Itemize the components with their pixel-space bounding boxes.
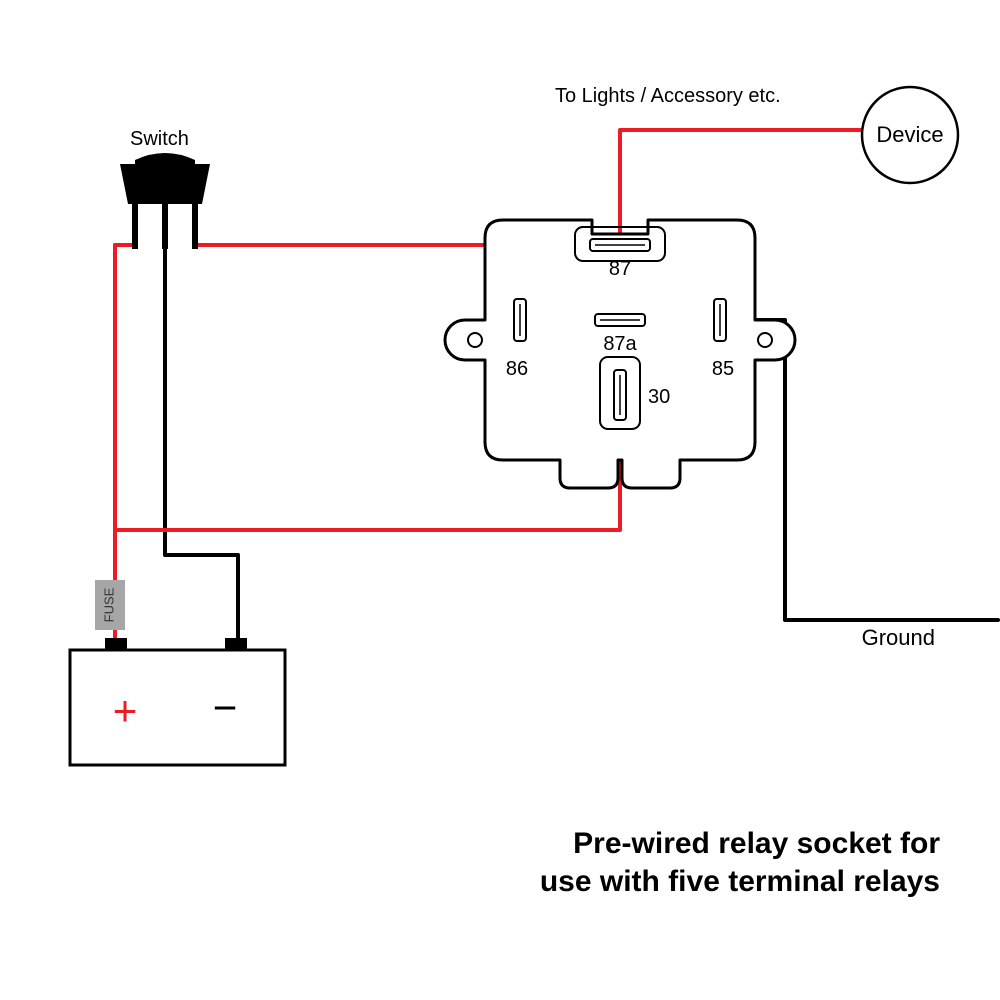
switch-label: Switch	[130, 128, 189, 151]
switch-rocker	[135, 153, 195, 164]
diagram-title: Pre-wired relay socket for use with five…	[540, 825, 940, 900]
svg-text:87: 87	[609, 258, 631, 280]
svg-text:30: 30	[648, 386, 670, 408]
battery-terminal-pos	[105, 638, 127, 650]
title-line2: use with five terminal relays	[540, 863, 940, 901]
battery-plus: +	[113, 687, 138, 734]
ground-label: Ground	[862, 625, 935, 651]
svg-text:85: 85	[712, 358, 734, 380]
device-label: Device	[876, 122, 943, 147]
to-lights-label: To Lights / Accessory etc.	[555, 85, 781, 108]
switch-body	[120, 164, 210, 204]
svg-text:86: 86	[506, 358, 528, 380]
battery-minus: −	[213, 684, 238, 731]
svg-text:87a: 87a	[603, 333, 637, 355]
battery-body	[70, 650, 285, 765]
battery-terminal-neg	[225, 638, 247, 650]
title-line1: Pre-wired relay socket for	[540, 825, 940, 863]
fuse-label: FUSE	[101, 587, 116, 622]
